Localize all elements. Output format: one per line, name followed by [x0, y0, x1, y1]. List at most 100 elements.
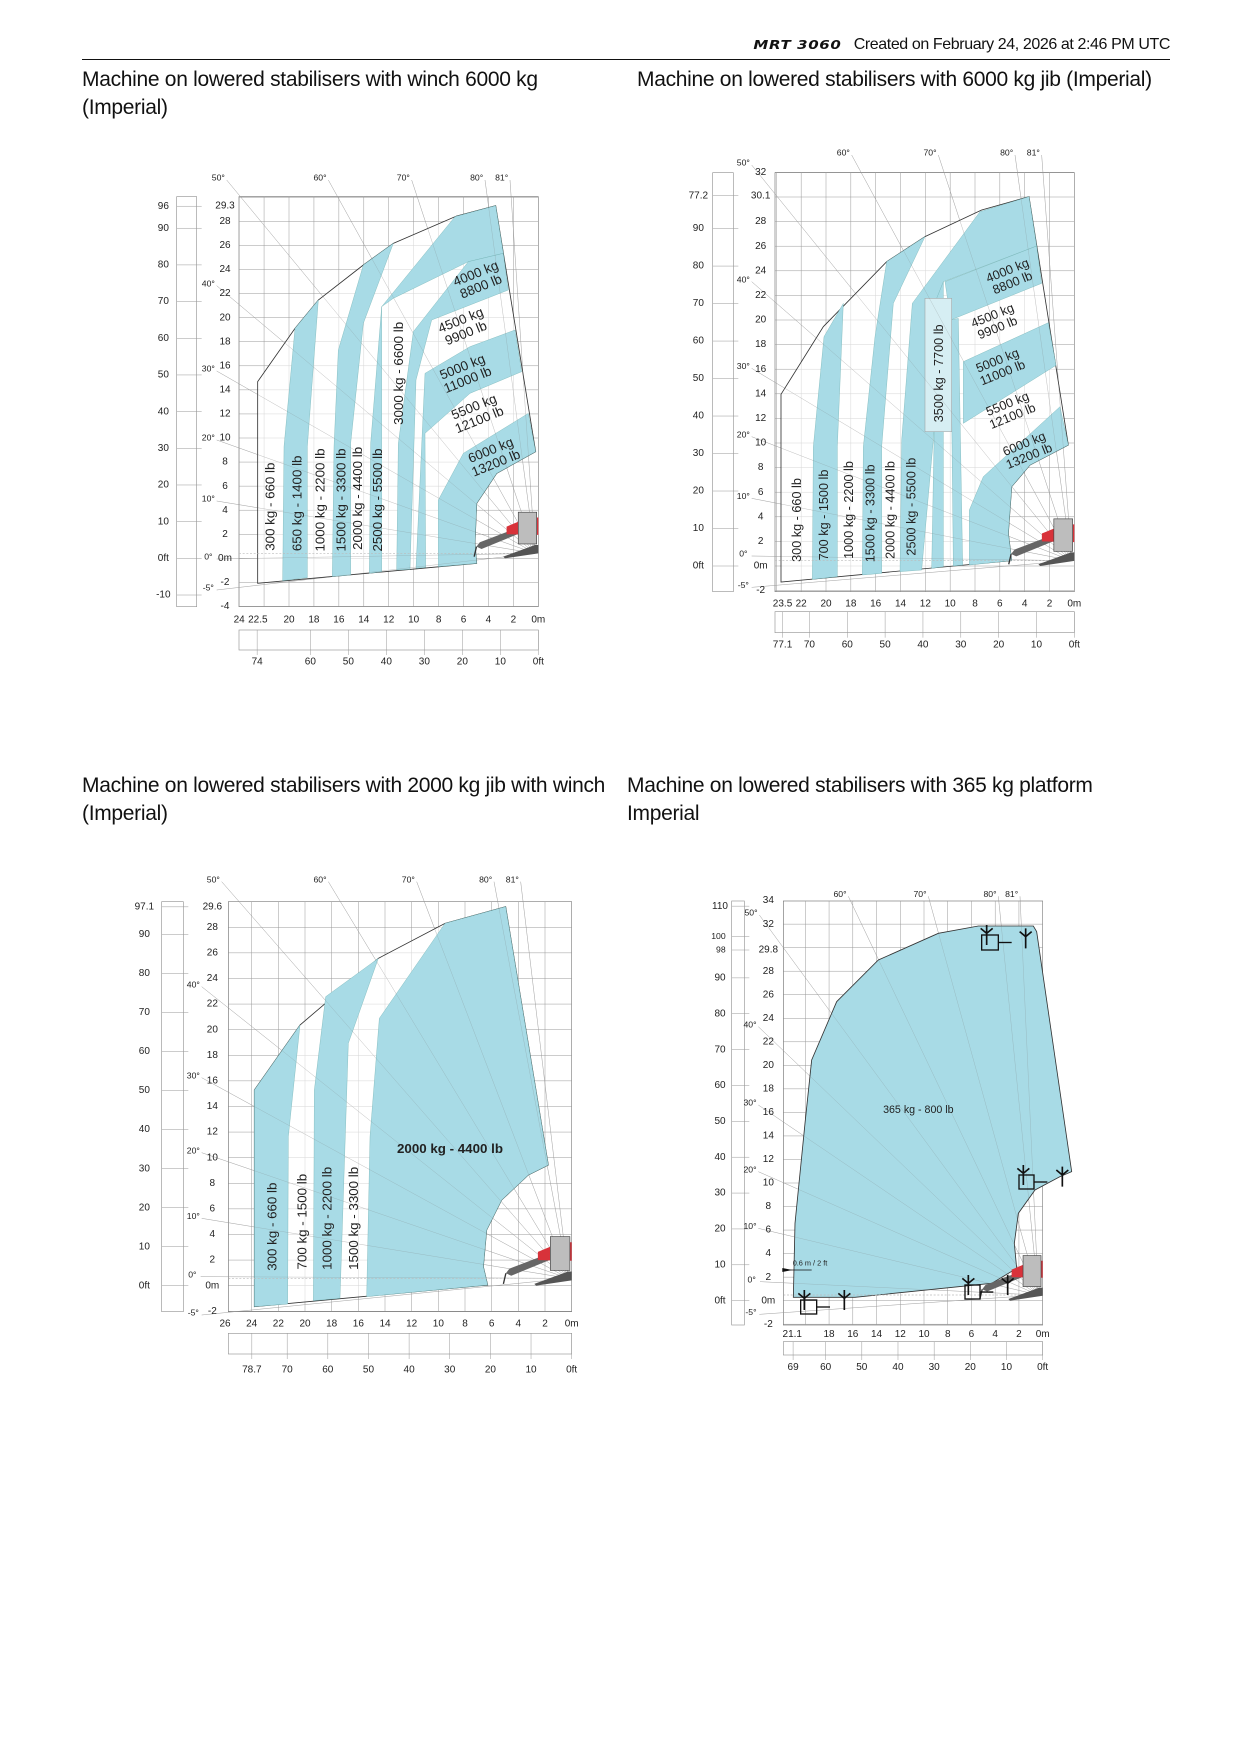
y-tick-label-ft: 60	[139, 1046, 151, 1057]
angle-label: 20°	[743, 1164, 756, 1174]
angle-label: 50°	[744, 908, 757, 918]
x-tick-label-ft: 40	[917, 640, 929, 651]
person-figure	[1001, 1275, 1015, 1295]
x-tick-label-m: 18	[824, 1329, 836, 1340]
x-tick-label-m: 10	[945, 599, 957, 610]
y-tick-label-ft: 20	[714, 1224, 726, 1235]
machine-chassis	[503, 544, 539, 559]
load-zone-label: 2000 kg - 4400 lb	[350, 447, 365, 550]
x-tick-label-m: 4	[1022, 599, 1028, 610]
angle-label: 0°	[188, 1269, 196, 1279]
x-tick-label-ft: 70	[804, 640, 816, 651]
x-tick-label-m: 0m	[531, 615, 545, 626]
y-tick-label-m: 26	[763, 989, 775, 1000]
angle-guide-line	[848, 896, 1039, 1296]
x-tick-label-m: 4	[992, 1329, 998, 1340]
load-zone-label-line: 3000 kg - 6600 lb	[391, 322, 406, 425]
angle-label: 80°	[983, 889, 996, 899]
angle-guide-line	[509, 179, 536, 554]
load-zone	[812, 303, 844, 580]
angle-label: 50°	[737, 158, 750, 168]
y-tick-label-m: 6	[766, 1225, 772, 1236]
x-tick-label-m: 6	[969, 1329, 975, 1340]
angle-label: 30°	[187, 1070, 200, 1080]
load-zone-label: 1500 kg - 3300 lb	[863, 464, 877, 562]
load-chart-platform: 343229.82826242220181614121086420m-21101…	[711, 889, 1073, 1373]
y-tick-label-m: 10	[755, 438, 767, 449]
machine-cab	[550, 1236, 571, 1271]
x-tick-label-ft: 0ft	[566, 1365, 577, 1376]
feet-scale-vertical	[161, 901, 184, 1312]
angle-label: 80°	[1000, 148, 1013, 158]
angle-label: 60°	[837, 148, 850, 158]
load-zone-label-line: 300 kg - 660 lb	[264, 1183, 279, 1271]
x-tick-label-ft: 78.7	[242, 1365, 262, 1376]
y-tick-label-ft: 80	[693, 261, 705, 272]
y-tick-label-m: 2	[766, 1272, 772, 1283]
y-tick-label-m: -2	[764, 1319, 773, 1330]
angle-guide-line	[759, 914, 1039, 1296]
x-tick-label-ft: 10	[1031, 640, 1043, 651]
y-tick-label-m: 0m	[761, 1295, 775, 1306]
x-tick-label-m: 10	[918, 1329, 930, 1340]
y-tick-label-m: 18	[207, 1050, 219, 1061]
chart-title-jib-winch: Machine on lowered stabilisers with 2000…	[82, 772, 605, 828]
page-header: MRT 3060 Created on February 24, 2026 at…	[754, 36, 1171, 54]
angle-guide-line	[484, 179, 536, 554]
load-zone-label: 300 kg - 660 lb	[790, 478, 804, 562]
load-zone-label-line: 1000 kg - 2200 lb	[313, 448, 328, 551]
title-line: Machine on lowered stabilisers with 6000…	[637, 68, 1152, 91]
y-tick-label-m: 14	[755, 388, 767, 399]
title-line: (Imperial)	[82, 96, 168, 119]
x-tick-label-ft: 50	[856, 1362, 868, 1373]
y-tick-label-ft: 70	[158, 296, 170, 307]
load-label-box	[924, 298, 952, 432]
y-tick-label-m: 28	[755, 216, 767, 227]
y-tick-label-m: 14	[207, 1101, 219, 1112]
y-tick-label-ft: 50	[693, 373, 705, 384]
x-tick-label-m: 24	[246, 1319, 258, 1330]
angle-guide-line	[998, 896, 1039, 1296]
x-tick-label-m: 18	[326, 1319, 338, 1330]
y-tick-label-ft: 70	[714, 1044, 726, 1055]
angle-guide-line	[938, 154, 1072, 561]
y-tick-label-m: 2	[210, 1255, 216, 1266]
y-tick-label-m: 20	[219, 312, 231, 323]
y-tick-label-m: 29.3	[215, 200, 235, 211]
x-tick-label-m: 14	[379, 1319, 391, 1330]
machine-attachment	[473, 546, 478, 557]
y-tick-label-ft: 40	[158, 406, 170, 417]
y-tick-label-m: 6	[758, 487, 764, 498]
x-tick-label-ft: 0ft	[1037, 1362, 1048, 1373]
x-tick-label-m: 2	[1016, 1329, 1022, 1340]
x-tick-label-m: 20	[283, 615, 295, 626]
x-tick-label-ft: 10	[1001, 1362, 1013, 1373]
load-zone-label-line: 3500 kg - 7700 lb	[932, 324, 946, 422]
x-tick-label-m: 0m	[1036, 1329, 1050, 1340]
load-zone-label-line: 1000 kg - 2200 lb	[319, 1167, 334, 1270]
y-tick-label-m: 24	[755, 265, 767, 276]
y-tick-label-m: 2	[222, 529, 228, 540]
angle-guide-line	[751, 560, 1072, 588]
feet-scale-horizontal	[783, 1341, 1043, 1356]
y-tick-label-ft: 20	[693, 486, 705, 497]
angle-label: 50°	[207, 874, 220, 884]
y-tick-label-ft: 60	[693, 336, 705, 347]
angle-guide-line	[216, 285, 536, 554]
y-tick-label-m: 34	[763, 895, 775, 906]
angle-guide-line	[493, 881, 569, 1279]
x-tick-label-ft: 10	[495, 656, 507, 667]
x-tick-label-ft: 60	[820, 1362, 832, 1373]
load-zone-label-line: 700 kg - 1500 lb	[817, 470, 831, 561]
y-tick-label-ft: 90	[714, 973, 726, 984]
y-tick-label-ft: 30	[139, 1163, 151, 1174]
angle-guide-line	[216, 439, 536, 554]
x-tick-label-m: 14	[871, 1329, 883, 1340]
angle-label: 30°	[202, 364, 215, 374]
angle-label: 10°	[187, 1211, 200, 1221]
person-figure	[837, 1290, 851, 1310]
y-tick-label-m: 12	[763, 1154, 775, 1165]
angle-label: 20°	[187, 1145, 200, 1155]
y-tick-label-ft: 90	[693, 223, 705, 234]
x-tick-label-m: 18	[308, 615, 320, 626]
